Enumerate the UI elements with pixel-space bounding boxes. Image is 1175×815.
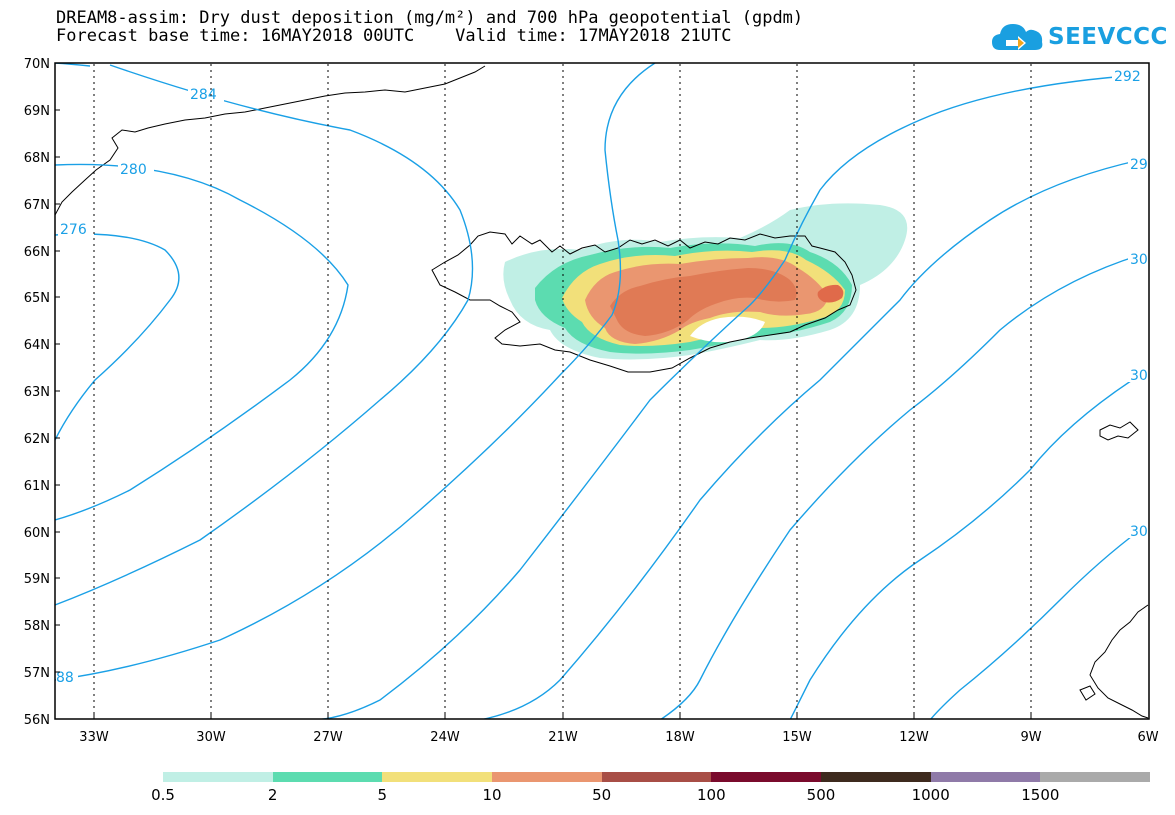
color-legend: [163, 772, 1151, 782]
legend-label-5: 100: [697, 786, 726, 804]
coastline-greenland: [55, 65, 486, 216]
contour-296: [481, 159, 1141, 719]
legend-label-8: 1500: [1021, 786, 1060, 804]
lat-label-58n: 58N: [24, 619, 50, 634]
map-subtitle: Forecast base time: 16MAY2018 00UTC Vali…: [56, 26, 732, 46]
dust-area-hotspot: [817, 284, 844, 303]
legend-swatch-1: [272, 772, 383, 782]
lon-label-9w: 9W: [1020, 730, 1041, 745]
legend-swatch-2: [382, 772, 493, 782]
contour-308: [929, 529, 1141, 719]
seevccc-logo: SEEVCCC: [990, 18, 1167, 58]
contour-276: [55, 233, 180, 441]
lat-label-66n: 66N: [24, 245, 50, 260]
legend-label-4: 50: [592, 786, 612, 804]
coastline-scotland: [1089, 604, 1149, 719]
graticule: [93, 64, 1032, 718]
legend-labels: 0.5 2 5 10 50 100 500 1000 1500: [0, 786, 1175, 806]
legend-label-1: 2: [267, 786, 278, 804]
lat-label-68n: 68N: [24, 151, 50, 166]
lat-label-61n: 61N: [24, 479, 50, 494]
dust-area-core: [610, 268, 797, 336]
lat-label-65n: 65N: [24, 291, 50, 306]
lat-label-70n: 70N: [24, 57, 50, 72]
lat-label-62n: 62N: [24, 432, 50, 447]
lat-label-64n: 64N: [24, 338, 50, 353]
map-title: DREAM8-assim: Dry dust deposition (mg/m²…: [56, 8, 804, 28]
legend-label-7: 1000: [911, 786, 950, 804]
legend-label-2: 5: [377, 786, 388, 804]
contour-label-292: 292: [1114, 69, 1141, 85]
contour-292: [317, 74, 1141, 719]
lat-label-59n: 59N: [24, 572, 50, 587]
coastline-hebrides: [1079, 685, 1096, 701]
legend-swatch-6: [821, 772, 931, 782]
contour-label-276: 276: [60, 222, 87, 238]
map-frame: [54, 62, 1150, 720]
lon-label-27w: 27W: [313, 730, 343, 745]
contour-label-30c: 30: [1130, 524, 1148, 540]
contour-labels: 292 284 280 276 29 30 30 30 88: [56, 68, 1152, 686]
legend-swatch-7: [930, 772, 1041, 782]
legend-label-0: 0.5: [151, 786, 175, 804]
map-canvas: 292 284 280 276 29 30 30 30 88: [24, 57, 1159, 745]
axis-ticks: [55, 62, 1032, 719]
lat-label-60n: 60N: [24, 526, 50, 541]
lat-label-67n: 67N: [24, 198, 50, 213]
geopotential-contours: [55, 63, 1141, 719]
contour-label-284: 284: [190, 87, 217, 103]
legend-label-6: 500: [806, 786, 836, 804]
logo-text: SEEVCCC: [1048, 24, 1168, 50]
contour-304: [789, 374, 1141, 719]
lon-label-30w: 30W: [196, 730, 226, 745]
lon-label-15w: 15W: [782, 730, 812, 745]
contour-label-88: 88: [56, 670, 74, 686]
legend-swatch-5: [711, 772, 822, 782]
lon-label-21w: 21W: [548, 730, 578, 745]
lon-label-33w: 33W: [79, 730, 109, 745]
legend-swatch-0: [163, 772, 273, 782]
legend-label-3: 10: [482, 786, 502, 804]
dust-deposition-layer: [503, 203, 908, 360]
contour-label-30a: 30: [1130, 252, 1148, 268]
contour-300: [660, 254, 1141, 719]
contour-label-280: 280: [120, 162, 147, 178]
lat-label-57n: 57N: [24, 666, 50, 681]
legend-swatch-8: [1040, 772, 1151, 782]
lon-label-18w: 18W: [665, 730, 695, 745]
lat-label-69n: 69N: [24, 104, 50, 119]
contour-288: [55, 63, 656, 681]
coastline-faroe: [1099, 421, 1139, 441]
dust-area-gap: [690, 316, 765, 343]
lon-label-12w: 12W: [899, 730, 929, 745]
lat-label-56n: 56N: [24, 713, 50, 728]
legend-swatch-4: [601, 772, 712, 782]
coastline-iceland: [431, 231, 857, 373]
contour-label-30b: 30: [1130, 368, 1148, 384]
lon-label-6w: 6W: [1137, 730, 1158, 745]
cloud-icon: [992, 24, 1043, 50]
coastlines: [55, 65, 1149, 719]
legend-swatch-3: [492, 772, 602, 782]
latitude-labels: 70N 69N 68N 67N 66N 65N 64N 63N 62N 61N …: [24, 57, 50, 728]
contour-280: [55, 163, 349, 521]
lon-label-24w: 24W: [430, 730, 460, 745]
longitude-labels: 33W 30W 27W 24W 21W 18W 15W 12W 9W 6W: [79, 730, 1158, 745]
lat-label-63n: 63N: [24, 385, 50, 400]
contour-label-29: 29: [1130, 157, 1148, 173]
contour-284: [55, 64, 474, 606]
